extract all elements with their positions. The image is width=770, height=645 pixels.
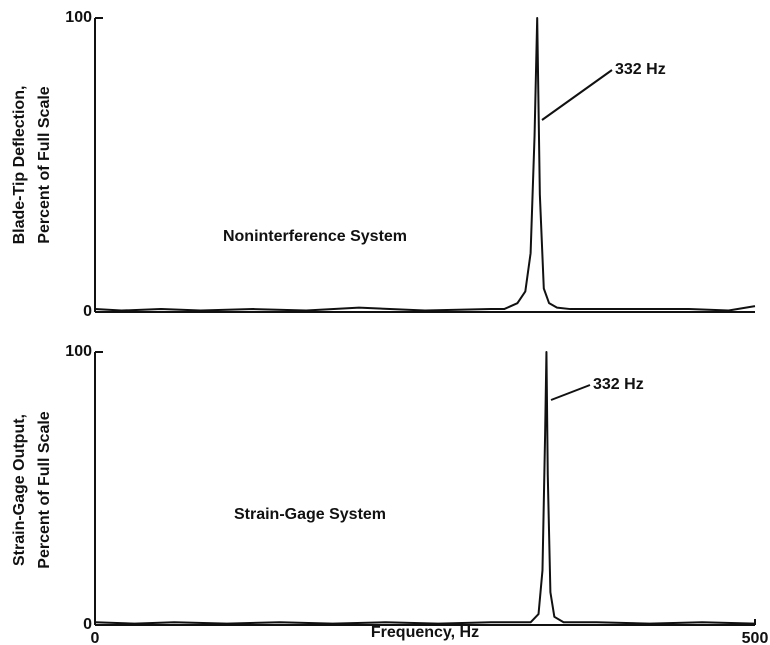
y-tick-label: 100 [65,343,92,360]
annotation: 332 Hz [615,61,666,78]
y-axis-label: Percent of Full Scale [36,86,53,243]
y-tick-label: 0 [83,616,92,633]
x-tick-label: 0 [91,630,100,645]
y-tick-label: 100 [65,9,92,26]
series-line [94,17,756,312]
annotation: 332 Hz [593,376,644,393]
series-line [94,351,756,625]
annotation-leader [541,69,613,121]
panel-label: Strain-Gage System [234,506,386,523]
annotation-leader [550,384,591,401]
x-axis-label: Frequency, Hz [371,624,479,641]
y-axis-label: Strain-Gage Output, [11,414,28,566]
y-axis-label: Percent of Full Scale [36,411,53,568]
panel-label: Noninterference System [223,228,407,245]
y-axis-label: Blade-Tip Deflection, [11,86,28,245]
x-tick-label: 500 [742,630,769,645]
y-tick-label: 0 [83,303,92,320]
